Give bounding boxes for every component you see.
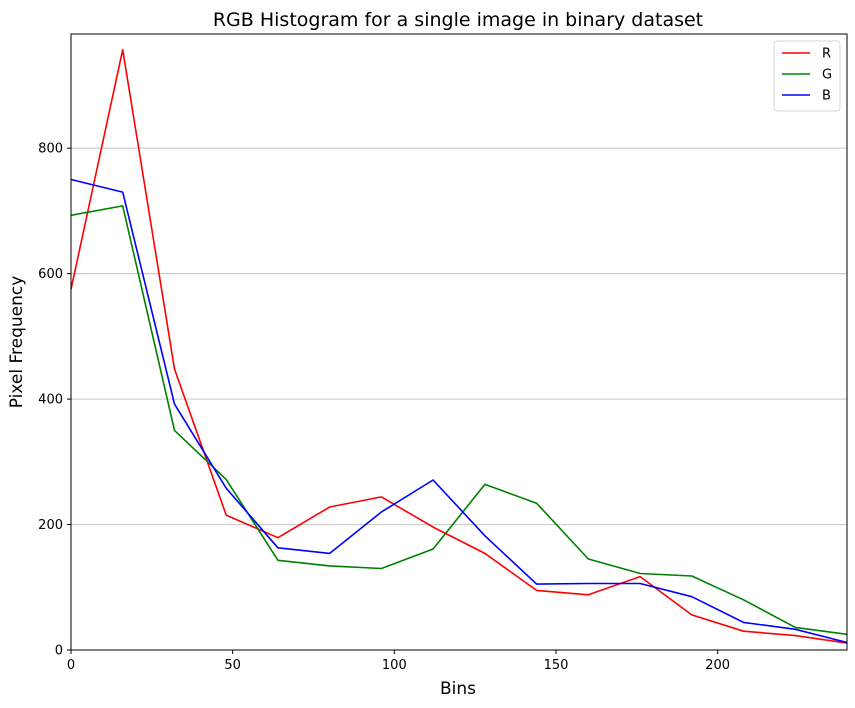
x-tick-label-2: 100: [382, 658, 407, 673]
series-lines: [70, 48, 848, 644]
y-tick-label-1: 200: [38, 518, 63, 533]
legend-label-r: R: [822, 47, 831, 62]
x-tick-label-0: 0: [67, 658, 75, 673]
chart-title: RGB Histogram for a single image in bina…: [213, 9, 703, 31]
y-tick-label-0: 0: [55, 644, 63, 659]
x-tick-label-4: 200: [705, 658, 730, 673]
y-tick-label-3: 600: [38, 267, 63, 282]
tick-marks: 0 50 100 150 200 0 200 400 600 800: [38, 142, 730, 673]
y-axis-label: Pixel Frequency: [7, 276, 27, 409]
plot-frame: [70, 33, 848, 651]
x-tick-label-3: 150: [544, 658, 569, 673]
y-tick-label-4: 800: [38, 142, 63, 157]
x-tick-label-1: 50: [224, 658, 241, 673]
legend: RGB: [773, 40, 841, 112]
series-line-r: [70, 48, 848, 644]
series-line-b: [70, 178, 848, 644]
legend-label-b: B: [822, 89, 831, 104]
legend-label-g: G: [822, 68, 832, 83]
axes: [70, 33, 848, 651]
grid-lines: [71, 147, 847, 526]
x-axis-label: Bins: [440, 679, 476, 699]
series-line-g: [70, 205, 848, 636]
y-tick-label-2: 400: [38, 393, 63, 408]
legend-box: [773, 40, 841, 112]
